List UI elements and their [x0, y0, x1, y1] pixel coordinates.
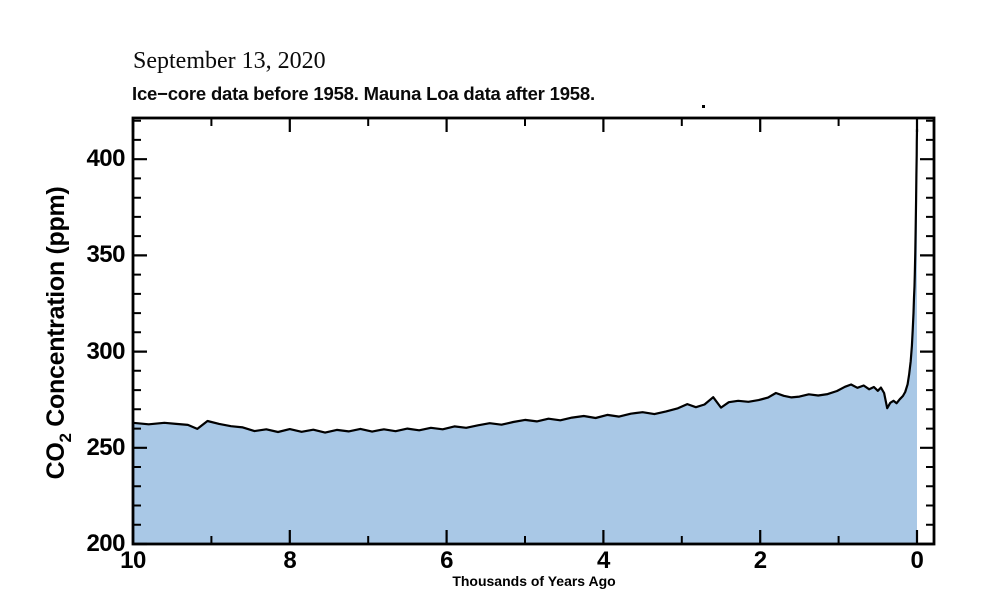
y-axis-title-post: Concentration (ppm) — [42, 186, 70, 434]
stray-dot — [702, 105, 705, 108]
chart-subtitle: Ice−core data before 1958. Mauna Loa dat… — [132, 83, 595, 104]
y-tick-label: 350 — [86, 241, 125, 269]
minor-ticks — [133, 118, 934, 544]
chart-date-title: September 13, 2020 — [133, 48, 326, 74]
x-axis-title: Thousands of Years Ago — [452, 573, 616, 589]
y-tick-label: 250 — [86, 433, 125, 461]
y-tick-label: 300 — [86, 337, 125, 365]
x-tick-label: 6 — [440, 547, 454, 574]
co2-area-fill — [133, 129, 917, 544]
y-axis-title: CO2 Concentration (ppm) — [42, 83, 75, 583]
y-axis-title-pre: CO — [42, 442, 70, 480]
x-tick-label: 10 — [120, 547, 146, 574]
y-axis-title-subscript: 2 — [56, 433, 75, 443]
x-tick-label: 4 — [596, 547, 610, 574]
x-tick-label: 2 — [753, 547, 767, 574]
x-tick-label: 0 — [910, 547, 924, 574]
x-tick-label: 8 — [283, 547, 297, 574]
co2-line — [131, 128, 919, 434]
plot-frame — [131, 116, 936, 546]
y-tick-label: 400 — [86, 145, 125, 173]
y-tick-label: 200 — [86, 530, 125, 557]
